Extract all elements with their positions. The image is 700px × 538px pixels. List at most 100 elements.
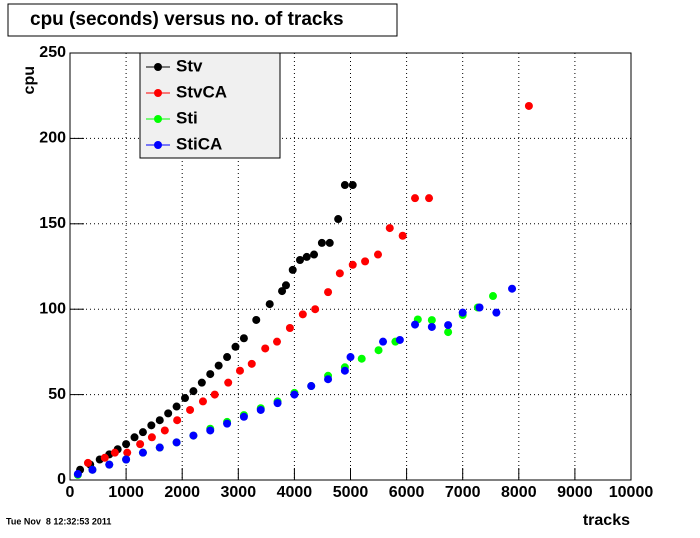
point — [138, 428, 147, 437]
y-tick-label: 150 — [39, 215, 66, 232]
point — [361, 257, 370, 266]
point — [311, 305, 320, 314]
point — [224, 378, 233, 387]
legend-box — [139, 52, 281, 159]
point — [239, 412, 248, 421]
point — [425, 194, 434, 203]
point — [122, 455, 131, 464]
point — [348, 260, 357, 269]
point — [340, 366, 349, 375]
point — [231, 342, 240, 351]
point — [307, 382, 316, 391]
point — [147, 433, 156, 442]
point — [411, 320, 420, 329]
y-tick-label: 200 — [39, 130, 66, 147]
y-axis-label: cpu — [21, 66, 38, 94]
point — [475, 303, 484, 312]
point — [427, 322, 436, 331]
point — [223, 353, 232, 362]
point — [210, 390, 219, 399]
point — [172, 402, 181, 411]
point — [123, 448, 132, 457]
x-tick-label: 3000 — [221, 484, 257, 501]
point — [379, 337, 388, 346]
grid: 0 1000 2000 3000 4000 5000 6000 7000 8000 9000 100… — [39, 44, 653, 501]
point — [398, 231, 407, 240]
point — [147, 421, 156, 430]
point — [122, 440, 131, 449]
x-tick-label: 6000 — [389, 484, 425, 501]
x-tick-label: 9000 — [557, 484, 593, 501]
legend-label: StiCA — [176, 134, 222, 153]
point — [173, 416, 182, 425]
chart-title: cpu (seconds) versus no. of tracks — [30, 9, 344, 30]
point — [373, 250, 382, 259]
point — [130, 433, 139, 442]
point — [206, 426, 215, 435]
x-tick-label: 4000 — [277, 484, 313, 501]
legend: Stv StvCA Sti StiCA — [139, 52, 281, 159]
x-tick-label: 0 — [66, 484, 75, 501]
x-tick-label: 7000 — [445, 484, 481, 501]
point — [186, 405, 195, 414]
x-tick-label: 10000 — [609, 484, 654, 501]
point — [324, 288, 333, 297]
x-tick-label: 8000 — [501, 484, 537, 501]
x-tick-label: 5000 — [333, 484, 369, 501]
point — [298, 310, 307, 319]
point — [357, 354, 366, 363]
point — [189, 387, 198, 396]
point — [265, 300, 274, 309]
point — [160, 426, 169, 435]
point — [100, 453, 109, 462]
point — [317, 238, 326, 247]
point — [346, 353, 355, 362]
point — [181, 394, 190, 403]
point — [427, 316, 436, 325]
point — [302, 252, 311, 261]
point — [164, 409, 173, 418]
y-tick-label: 50 — [48, 386, 66, 403]
point — [335, 269, 344, 278]
point — [273, 337, 282, 346]
point — [288, 265, 297, 274]
y-tick-label: 250 — [39, 44, 66, 61]
point — [325, 238, 334, 247]
title-box — [7, 3, 398, 37]
x-tick-label: 1000 — [108, 484, 144, 501]
point — [492, 308, 501, 317]
point — [444, 321, 453, 330]
y-tick-label: 100 — [39, 300, 66, 317]
legend-marker — [154, 115, 162, 123]
legend-label: StvCA — [176, 82, 227, 101]
point — [206, 370, 215, 379]
point — [189, 431, 198, 440]
point — [105, 460, 114, 469]
y-tick-label: 0 — [57, 471, 66, 488]
legend-marker — [154, 89, 162, 97]
point — [334, 215, 343, 224]
point — [273, 399, 282, 408]
point — [278, 287, 287, 296]
point — [172, 438, 181, 447]
point — [252, 315, 261, 324]
point — [324, 375, 333, 384]
point — [239, 334, 248, 343]
point — [214, 361, 223, 370]
point — [261, 344, 270, 353]
point — [385, 224, 394, 233]
legend-marker — [154, 141, 162, 149]
point — [310, 250, 319, 259]
point — [73, 470, 82, 479]
point — [444, 328, 453, 337]
x-axis-label: tracks — [583, 512, 630, 529]
legend-label: Stv — [176, 56, 203, 75]
point — [155, 416, 164, 425]
point — [83, 458, 92, 467]
x-tick-label: 2000 — [164, 484, 200, 501]
point — [235, 366, 244, 375]
legend-label: Sti — [176, 108, 198, 127]
marks — [73, 101, 533, 479]
point — [138, 448, 147, 457]
